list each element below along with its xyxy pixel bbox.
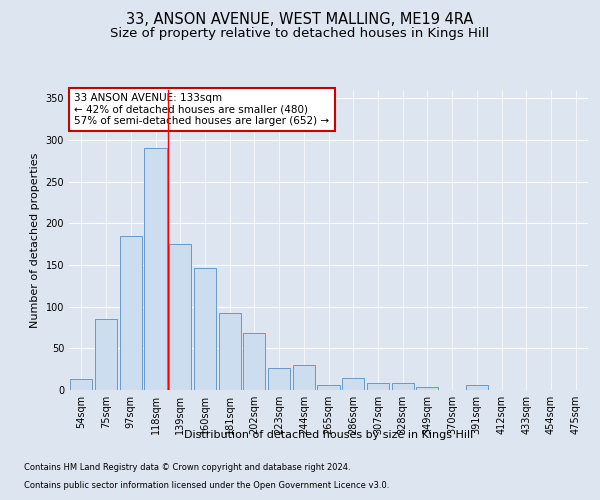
Bar (392, 382, 414, 390)
Bar (119, 236, 142, 390)
Text: Contains public sector information licensed under the Open Government Licence v3: Contains public sector information licen… (24, 481, 389, 490)
Bar (342, 378, 364, 390)
Bar (367, 384, 389, 390)
Bar (317, 385, 340, 390)
Bar (243, 334, 265, 390)
Bar (218, 314, 241, 390)
Bar (145, 148, 167, 390)
Bar (95, 319, 117, 390)
Bar (416, 386, 439, 390)
Bar (194, 268, 216, 390)
Text: 33 ANSON AVENUE: 133sqm
← 42% of detached houses are smaller (480)
57% of semi-d: 33 ANSON AVENUE: 133sqm ← 42% of detache… (74, 93, 329, 126)
Text: Size of property relative to detached houses in Kings Hill: Size of property relative to detached ho… (110, 28, 490, 40)
Text: 33, ANSON AVENUE, WEST MALLING, ME19 4RA: 33, ANSON AVENUE, WEST MALLING, ME19 4RA (127, 12, 473, 28)
Text: Contains HM Land Registry data © Crown copyright and database right 2024.: Contains HM Land Registry data © Crown c… (24, 464, 350, 472)
Bar (70, 379, 92, 390)
Bar (466, 385, 488, 390)
Text: Distribution of detached houses by size in Kings Hill: Distribution of detached houses by size … (184, 430, 473, 440)
Bar (169, 244, 191, 390)
Bar (268, 368, 290, 390)
Bar (293, 365, 315, 390)
Y-axis label: Number of detached properties: Number of detached properties (30, 152, 40, 328)
